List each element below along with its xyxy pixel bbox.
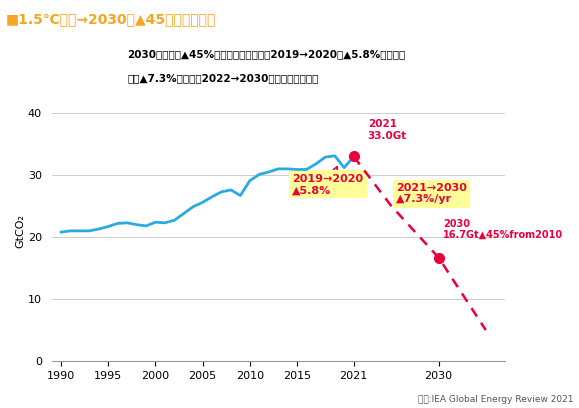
Text: 年率▲7.3%の削減を2022→2030に毎年続ける必要: 年率▲7.3%の削減を2022→2030に毎年続ける必要 [127, 73, 319, 84]
Text: 2019→2020
▲5.8%: 2019→2020 ▲5.8% [292, 167, 364, 195]
Y-axis label: GtCO₂: GtCO₂ [15, 214, 25, 248]
Text: 2021
33.0Gt: 2021 33.0Gt [368, 120, 407, 141]
Text: 2030
16.7Gt▲45%from2010: 2030 16.7Gt▲45%from2010 [444, 219, 563, 240]
Text: 2030年までに▲45%を達成するためには2019→2020の▲5.8%を上回る: 2030年までに▲45%を達成するためには2019→2020の▲5.8%を上回る [127, 49, 406, 59]
Text: ■1.5℃目標→2030年▲45％の意味合い: ■1.5℃目標→2030年▲45％の意味合い [6, 12, 216, 26]
Text: 出所:IEA Global Energy Review 2021: 出所:IEA Global Energy Review 2021 [417, 395, 573, 404]
Text: 2021→2030
▲7.3%/yr: 2021→2030 ▲7.3%/yr [396, 183, 467, 204]
